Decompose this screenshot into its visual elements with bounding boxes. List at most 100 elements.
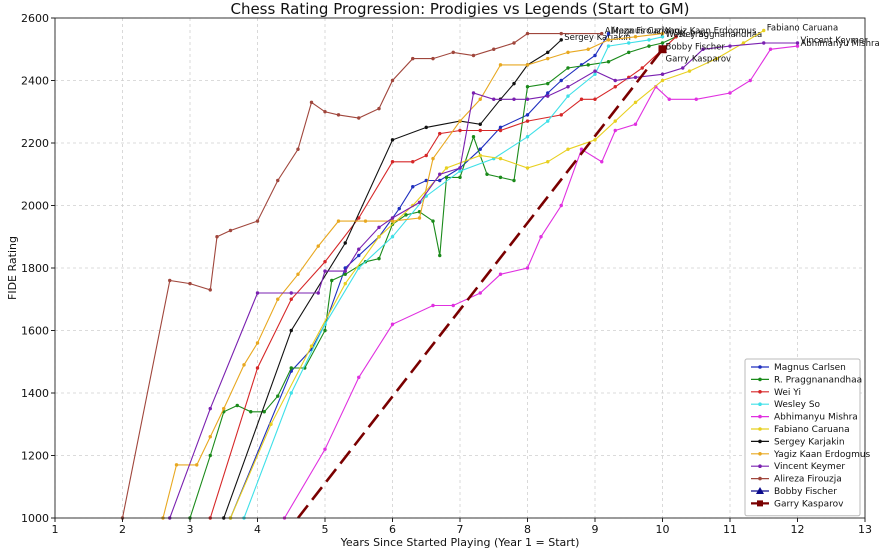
- data-point: [228, 228, 233, 233]
- legend-item: Garry Kasparov: [751, 499, 844, 509]
- data-point: [633, 100, 638, 105]
- y-tick-label: 1600: [21, 325, 49, 338]
- data-point: [762, 41, 766, 45]
- data-point: [431, 56, 435, 61]
- data-point: [566, 66, 570, 70]
- data-point: [249, 410, 253, 414]
- data-point: [795, 41, 800, 45]
- legend-marker: [758, 452, 762, 456]
- data-point: [357, 375, 361, 380]
- legend-marker: [758, 414, 762, 419]
- data-point: [660, 72, 665, 76]
- x-tick-label: 6: [389, 523, 396, 536]
- data-point: [728, 91, 732, 95]
- data-point: [492, 47, 496, 51]
- data-point: [390, 78, 395, 83]
- data-point: [613, 85, 617, 89]
- legend-marker: [757, 500, 763, 507]
- data-point: [431, 156, 435, 161]
- legend-item: Wei Yi: [751, 388, 801, 398]
- data-point: [559, 31, 563, 36]
- series-yagiz-kaan-erdogmus: Yagiz Kaan Erdogmus: [161, 27, 757, 520]
- data-point: [208, 453, 212, 458]
- data-point: [586, 63, 590, 67]
- data-point: [714, 56, 719, 61]
- y-tick-label: 2600: [21, 12, 49, 25]
- x-tick-label: 11: [723, 523, 737, 536]
- data-point: [525, 85, 530, 89]
- data-point: [498, 125, 503, 130]
- data-point: [593, 72, 597, 76]
- data-point: [566, 94, 570, 98]
- data-point: [411, 56, 415, 61]
- data-point: [390, 322, 395, 326]
- data-point: [667, 97, 671, 101]
- data-point: [438, 172, 442, 176]
- chart-title: Chess Rating Progression: Prodigies vs L…: [230, 0, 689, 18]
- series-garry-kasparov: Garry Kasparov: [296, 45, 731, 519]
- data-point: [600, 31, 604, 36]
- data-point: [168, 278, 172, 283]
- data-point: [343, 241, 347, 245]
- data-point: [728, 44, 732, 48]
- data-point: [262, 410, 266, 414]
- legend-item: Wesley So: [751, 400, 821, 410]
- data-point: [559, 78, 563, 83]
- data-point: [701, 47, 705, 51]
- data-point: [546, 81, 550, 86]
- data-point: [438, 178, 442, 183]
- data-point: [647, 44, 651, 48]
- data-point: [316, 244, 320, 248]
- legend-marker: [758, 365, 762, 369]
- data-point: [674, 35, 678, 39]
- data-point: [411, 185, 415, 189]
- series-line: [209, 36, 677, 519]
- series-end-label: Vincent Keymer: [801, 36, 869, 46]
- data-point: [525, 135, 530, 139]
- data-point: [195, 463, 199, 467]
- data-point: [546, 94, 550, 98]
- data-point: [660, 78, 665, 83]
- data-point: [660, 35, 665, 39]
- data-point: [323, 328, 327, 333]
- legend-marker: [758, 402, 762, 407]
- data-point: [316, 291, 320, 295]
- data-point: [471, 91, 476, 95]
- data-point: [593, 53, 597, 58]
- y-tick-label: 1800: [21, 262, 49, 275]
- legend-item: Abhimanyu Mishra: [751, 413, 858, 423]
- legend-item: R. Praggnanandhaa: [751, 375, 862, 385]
- data-point: [235, 403, 239, 408]
- data-point: [498, 272, 503, 276]
- series-line: [189, 36, 677, 519]
- x-tick-label: 1: [52, 523, 59, 536]
- data-point: [289, 366, 293, 370]
- x-axis-title: Years Since Started Playing (Year 1 = St…: [340, 536, 580, 549]
- legend-item: Yagiz Kaan Erdogmus: [751, 450, 871, 460]
- data-point: [633, 122, 638, 126]
- data-point: [431, 219, 435, 223]
- series-r-praggnanandhaa: R. Praggnanandhaa: [188, 30, 762, 520]
- x-tick-label: 12: [791, 523, 805, 536]
- data-point: [660, 31, 665, 36]
- legend-marker: [758, 390, 762, 394]
- x-tick-label: 10: [656, 523, 670, 536]
- data-point: [377, 235, 381, 239]
- data-point: [343, 272, 347, 276]
- data-point: [633, 35, 638, 39]
- series-end-label: R. Praggnanandhaa: [679, 30, 762, 40]
- series-line: [229, 30, 765, 519]
- legend-marker: [758, 427, 762, 431]
- series-wesley-so: Wesley So: [242, 30, 709, 520]
- y-tick-label: 2000: [21, 200, 49, 213]
- data-point: [485, 172, 489, 176]
- data-point: [660, 41, 665, 45]
- data-point: [566, 50, 570, 55]
- legend: Magnus Carlsen R. Praggnanandhaa Wei Yi Wes…: [744, 358, 871, 517]
- y-tick-label: 1400: [21, 387, 49, 400]
- data-point: [498, 128, 503, 133]
- legend-label: Garry Kasparov: [774, 499, 844, 509]
- data-point: [566, 85, 570, 89]
- data-point: [255, 291, 260, 295]
